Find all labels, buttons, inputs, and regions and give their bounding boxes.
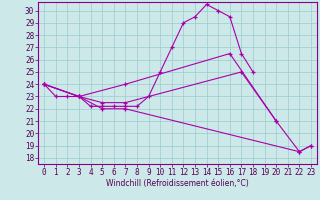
X-axis label: Windchill (Refroidissement éolien,°C): Windchill (Refroidissement éolien,°C)	[106, 179, 249, 188]
